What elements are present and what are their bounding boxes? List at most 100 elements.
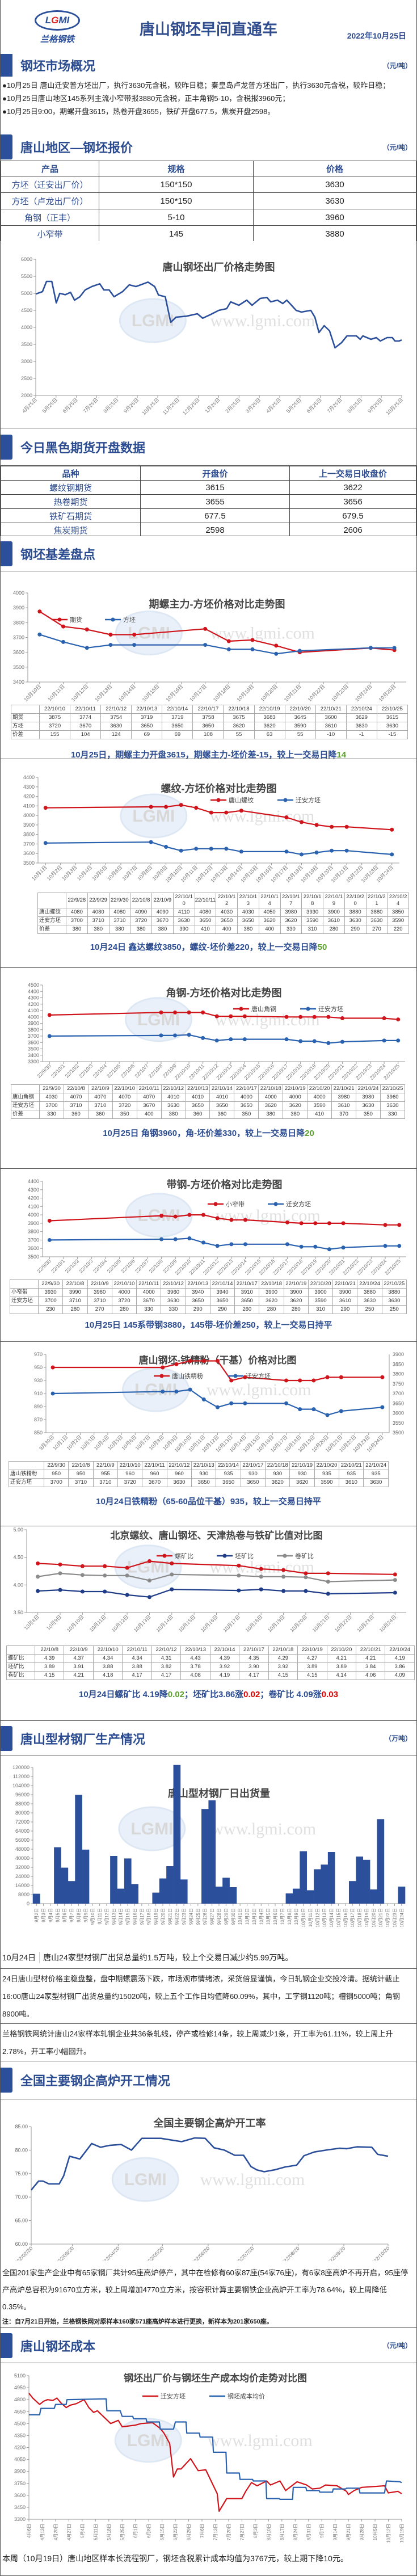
watermark-url: www.lgmi.com (211, 1820, 316, 1838)
data-point (58, 1588, 62, 1592)
basis-block-rebar-billet: LGMI www.lgmi.com 3500 3600 3700 3800 3900 4000… (1, 759, 416, 968)
data-point (390, 827, 394, 832)
data-point (325, 1413, 330, 1417)
x-tick-label: 10月12日 (70, 683, 90, 702)
y-tick-label: 4950 (14, 2385, 26, 2390)
data-point (159, 1010, 163, 1015)
table-row: 唐山铁精粉 950 950 955 960 960 960 930 935 930 930 930 93… (9, 1470, 389, 1479)
x-tick-label: 5月18日 (107, 2524, 112, 2540)
value-cell: 3590 (307, 1101, 332, 1110)
value-cell: 69 (131, 730, 163, 739)
x-tick-label: 10月13日 (322, 1908, 327, 1927)
section-basis-header: 钢坯基差盘点 (1, 536, 416, 571)
x-tick-label: 5月25日 (41, 397, 58, 414)
x-tick-label: 10月24日 (378, 1614, 398, 1633)
data-point (393, 1572, 397, 1577)
data-point (274, 643, 279, 648)
bar (180, 1879, 188, 1904)
x-tick-label: 10月18日 (245, 1614, 264, 1633)
y-tick-label: 3800 (23, 832, 35, 837)
bar (363, 1859, 370, 1904)
x-tick-label: 2022/06/20 (188, 2245, 210, 2261)
data-point (226, 639, 231, 643)
x-tick-label: 9月18日 (146, 1908, 151, 1925)
x-tick-label: 4月25日 (21, 397, 38, 414)
x-tick-label: 5月25日 (285, 397, 302, 414)
data-point (103, 1573, 107, 1578)
data-point (382, 1038, 386, 1043)
data-point (229, 1014, 233, 1018)
data-point (125, 1565, 129, 1570)
value-cell: 380 (151, 925, 174, 934)
date-header: 22/10/18 (301, 893, 323, 908)
caption-text: 10月24日螺矿比 4.19降 (79, 1690, 168, 1699)
chart-svg: LGMI www.lgmi.com340035003600370038003900… (13, 590, 406, 702)
value-cell: 3990 (62, 1288, 88, 1297)
value-cell: 4090 (130, 908, 152, 917)
row-label: 价差 (11, 730, 40, 739)
x-tick-label: 9月22日 (175, 1908, 180, 1925)
bf-paragraph: 全国201家生产企业中有65家钢厂共计95座高炉停产，其中在检修有60家87座(… (2, 2268, 408, 2311)
section-title: 全国主要钢企高炉开工情况 (20, 2074, 171, 2088)
x-tick-label: 10月13日 (133, 1614, 152, 1633)
y-tick-label: 3900 (23, 822, 35, 828)
date-header: 22/10/12 (166, 1461, 192, 1470)
series-line (53, 1360, 382, 1382)
x-tick-label: 6月8日 (146, 2524, 151, 2538)
x-tick-label: 10月3日 (61, 864, 78, 881)
section-bar-icon (1, 54, 12, 77)
section-bar-icon (1, 134, 12, 159)
chart-svg: LGMI www.lgmi.com 60.00 65.00 70.00 75.00 80.0… (11, 2117, 390, 2261)
watermark-url: www.lgmi.com (210, 807, 315, 826)
chart-title: 钢坯出厂价与钢坯生产成本均价走势对比图 (124, 2372, 307, 2384)
value-cell: 4050 (258, 908, 281, 917)
basis-table: 22/9/28 22/9/29 22/9/30 22/10/8 22/10/9 22/10… (37, 893, 409, 934)
x-tick-label: 10月23日 (356, 1614, 375, 1633)
x-tick-label: 22/10/4 (92, 1258, 108, 1274)
data-point (201, 1010, 205, 1015)
y-tick-label: 3900 (14, 2469, 26, 2474)
legend-marker-icon (159, 1374, 164, 1378)
y-tick-label: 8000 (18, 1892, 30, 1897)
series-line (29, 2398, 402, 2500)
table-row: 迁安方坯 3700 3710 3710 3720 3670 3630 3650 3650 3650… (10, 1297, 407, 1306)
legend-label: 唐山铁精粉 (172, 1372, 203, 1380)
legend-marker-icon (162, 1554, 167, 1558)
caption-text: 10月25日 角钢3960，角-坯价差330，较上一交易日降 (103, 1129, 305, 1138)
date-header: 22/10/20 (326, 1645, 356, 1655)
value-cell: 3900 (259, 1288, 284, 1297)
x-tick-label: 10月8日 (287, 1908, 292, 1925)
value-cell: 4010 (161, 1093, 186, 1102)
legend-marker-icon (273, 1202, 278, 1206)
data-point (229, 1378, 234, 1383)
row-label: 唐山铁精粉 (9, 1470, 44, 1479)
data-point (85, 646, 89, 650)
date-header: 22/10/11 (194, 893, 217, 908)
data-point (80, 1564, 85, 1568)
watermark-logo-text: LGMI (132, 807, 175, 826)
value-cell: 3650 (216, 916, 238, 925)
y-tick-label: 850 (34, 1430, 43, 1436)
value-cell: 3650 (234, 1101, 259, 1110)
date-header: 22/10/20 (284, 705, 316, 714)
legend-item: 螺矿比 (157, 1552, 193, 1560)
data-point (229, 1037, 233, 1042)
x-tick-label: 22/10/5 (106, 1258, 122, 1274)
section-bar-icon (1, 1725, 12, 1751)
value-cell: 3650 (240, 1478, 266, 1487)
value-cell: 3.88 (122, 1662, 152, 1672)
chart-svg: LGMI www.lgmi.com 2000 2500 3000 3500 4000 4500… (21, 256, 404, 416)
value-cell: 3650 (209, 1101, 235, 1110)
y-tick-label: 5000 (21, 291, 32, 296)
x-tick-label: 10月11日 (89, 1614, 107, 1632)
x-tick-label: 10月6日 (106, 864, 123, 881)
data-point (237, 1563, 241, 1568)
value-cell: 3700 (37, 1297, 64, 1306)
value-cell: 55 (223, 730, 255, 739)
col-header: 品种 (1, 466, 141, 481)
value-cell: 3.84 (355, 1662, 386, 1672)
value-cell: 3980 (355, 1093, 381, 1102)
y-tick-label: 4100 (28, 1203, 39, 1209)
value-cell: 330 (136, 1305, 162, 1314)
x-tick-label: 10月11日 (47, 683, 65, 702)
